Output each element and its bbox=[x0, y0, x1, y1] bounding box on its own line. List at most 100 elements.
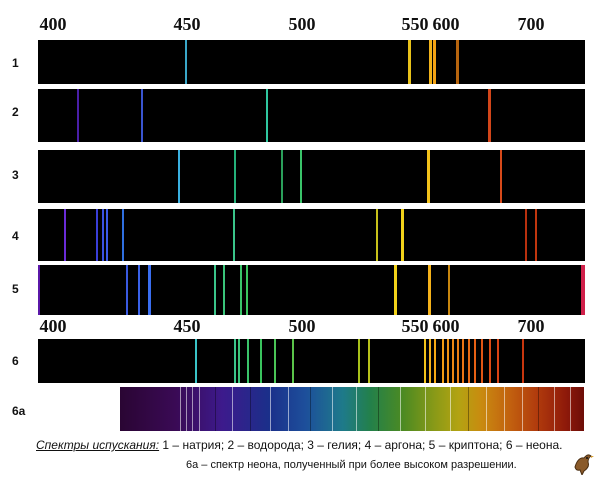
emission-line bbox=[126, 265, 128, 315]
emission-line bbox=[497, 339, 499, 383]
emission-line bbox=[238, 339, 240, 383]
emission-line bbox=[456, 40, 459, 84]
emission-line bbox=[178, 150, 180, 203]
emission-line bbox=[570, 387, 571, 431]
emission-line bbox=[300, 150, 302, 203]
row-label-1: 1 bbox=[12, 56, 19, 70]
emission-line bbox=[247, 339, 249, 383]
emission-line bbox=[240, 265, 242, 315]
caption-title: Спектры испускания: bbox=[36, 438, 160, 452]
emission-line bbox=[434, 339, 436, 383]
tick-700: 700 bbox=[517, 14, 545, 34]
spectrum-strip-1 bbox=[38, 40, 585, 84]
row-label-2: 2 bbox=[12, 105, 19, 119]
absorption-gap bbox=[250, 387, 251, 431]
emission-line bbox=[180, 387, 181, 431]
emission-line bbox=[356, 387, 357, 431]
emission-line bbox=[288, 387, 289, 431]
spectrum-strip-4 bbox=[38, 209, 585, 261]
emission-line bbox=[232, 387, 233, 431]
emission-line bbox=[522, 387, 523, 431]
emission-line bbox=[214, 265, 216, 315]
emission-line bbox=[433, 40, 436, 84]
caption-line-2: 6а – спектр неона, полученный при более … bbox=[186, 459, 517, 471]
emission-line bbox=[504, 387, 505, 431]
emission-line bbox=[64, 209, 66, 261]
emission-line bbox=[486, 387, 487, 431]
emission-line bbox=[581, 265, 585, 315]
absorption-gap bbox=[538, 387, 539, 431]
emission-line bbox=[246, 265, 248, 315]
emission-line bbox=[448, 265, 450, 315]
absorption-gap bbox=[310, 387, 311, 431]
emission-line bbox=[77, 89, 79, 142]
emission-line bbox=[192, 387, 193, 431]
emission-line bbox=[38, 265, 40, 315]
row-label-3: 3 bbox=[12, 168, 19, 182]
emission-line bbox=[447, 339, 449, 383]
emission-line bbox=[452, 339, 454, 383]
wavelength-scale-top: 400 450 500 550 600 700 bbox=[0, 14, 600, 36]
caption-text: 1 – натрия; 2 – водорода; 3 – гелия; 4 –… bbox=[159, 438, 563, 452]
bird-logo-icon bbox=[574, 454, 594, 475]
emission-line bbox=[424, 339, 426, 383]
emission-line bbox=[141, 89, 143, 142]
tick-550: 550 bbox=[401, 14, 429, 34]
tick-500: 500 bbox=[288, 14, 316, 34]
emission-line bbox=[266, 89, 268, 142]
spectrum-strip-6a bbox=[120, 387, 584, 431]
emission-line bbox=[525, 209, 527, 261]
tick-600: 600 bbox=[432, 316, 460, 336]
emission-line bbox=[427, 150, 430, 203]
wavelength-scale-mid: 400 450 500 550 600 700 bbox=[0, 316, 600, 338]
caption-line-1: Спектры испускания: 1 – натрия; 2 – водо… bbox=[36, 438, 562, 452]
emission-line bbox=[195, 339, 197, 383]
tick-400: 400 bbox=[39, 316, 67, 336]
emission-line bbox=[401, 209, 404, 261]
emission-line bbox=[234, 339, 236, 383]
emission-line bbox=[199, 387, 200, 431]
row-label-4: 4 bbox=[12, 229, 19, 243]
emission-line bbox=[106, 209, 108, 261]
tick-450: 450 bbox=[173, 316, 201, 336]
emission-line bbox=[260, 339, 262, 383]
emission-line bbox=[122, 209, 124, 261]
emission-line bbox=[270, 387, 271, 431]
emission-line bbox=[481, 339, 483, 383]
emission-line bbox=[332, 387, 333, 431]
emission-line bbox=[500, 150, 502, 203]
row-label-6a: 6а bbox=[12, 404, 26, 418]
emission-line bbox=[554, 387, 555, 431]
emission-line bbox=[376, 209, 378, 261]
emission-line bbox=[462, 339, 464, 383]
emission-line bbox=[408, 40, 411, 84]
emission-line bbox=[138, 265, 140, 315]
tick-550: 550 bbox=[401, 316, 429, 336]
spectrum-strip-3 bbox=[38, 150, 585, 203]
tick-600: 600 bbox=[432, 14, 460, 34]
emission-line bbox=[292, 339, 294, 383]
emission-line bbox=[474, 339, 476, 383]
tick-700: 700 bbox=[517, 316, 545, 336]
emission-line bbox=[233, 209, 235, 261]
emission-line bbox=[96, 209, 98, 261]
spectrum-strip-2 bbox=[38, 89, 585, 142]
emission-line bbox=[223, 265, 225, 315]
emission-line bbox=[429, 40, 432, 84]
absorption-gap bbox=[468, 387, 469, 431]
absorption-gap bbox=[215, 387, 216, 431]
tick-500: 500 bbox=[288, 316, 316, 336]
emission-line bbox=[442, 339, 444, 383]
emission-line bbox=[450, 387, 451, 431]
tick-400: 400 bbox=[39, 14, 67, 34]
absorption-gap bbox=[378, 387, 379, 431]
emission-line bbox=[234, 150, 236, 203]
emission-line bbox=[281, 150, 283, 203]
emission-line bbox=[102, 209, 104, 261]
emission-line bbox=[428, 265, 431, 315]
emission-line bbox=[457, 339, 459, 383]
row-label-5: 5 bbox=[12, 282, 19, 296]
emission-line bbox=[425, 387, 426, 431]
emission-line bbox=[148, 265, 151, 315]
emission-line bbox=[185, 40, 187, 84]
